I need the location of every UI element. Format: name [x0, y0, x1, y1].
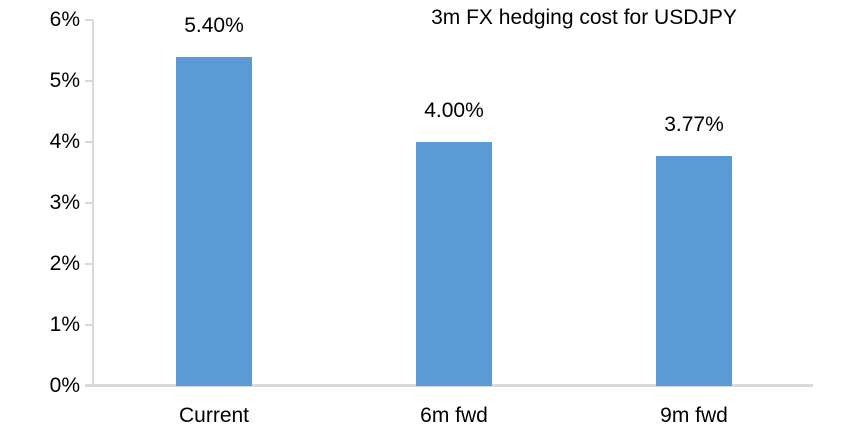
y-tick-label: 6% — [49, 8, 80, 31]
bar-value-label: 5.40% — [184, 13, 244, 37]
y-tick-label: 5% — [49, 69, 80, 92]
y-tick-mark — [85, 263, 93, 265]
y-tick-label: 4% — [49, 130, 80, 153]
bar-value-label: 3.77% — [664, 113, 724, 137]
y-tick-label: 2% — [49, 252, 80, 275]
chart-title: 3m FX hedging cost for USDJPY — [431, 6, 737, 29]
y-tick-label: 0% — [49, 374, 80, 397]
y-tick-label: 1% — [49, 313, 80, 336]
x-category-label: 6m fwd — [420, 404, 488, 427]
y-tick-mark — [85, 385, 93, 387]
y-tick-mark — [85, 19, 93, 21]
bar-9m-fwd — [656, 156, 732, 386]
y-tick-mark — [85, 202, 93, 204]
y-axis-line — [92, 20, 94, 386]
x-category-label: 9m fwd — [660, 404, 728, 427]
y-tick-label: 3% — [49, 191, 80, 214]
bar-current — [176, 56, 252, 386]
bar-value-label: 4.00% — [424, 99, 484, 122]
y-tick-mark — [85, 80, 93, 82]
x-category-label: Current — [178, 404, 250, 427]
bar-6m-fwd — [416, 142, 492, 386]
y-tick-mark — [85, 324, 93, 326]
y-tick-mark — [85, 141, 93, 143]
